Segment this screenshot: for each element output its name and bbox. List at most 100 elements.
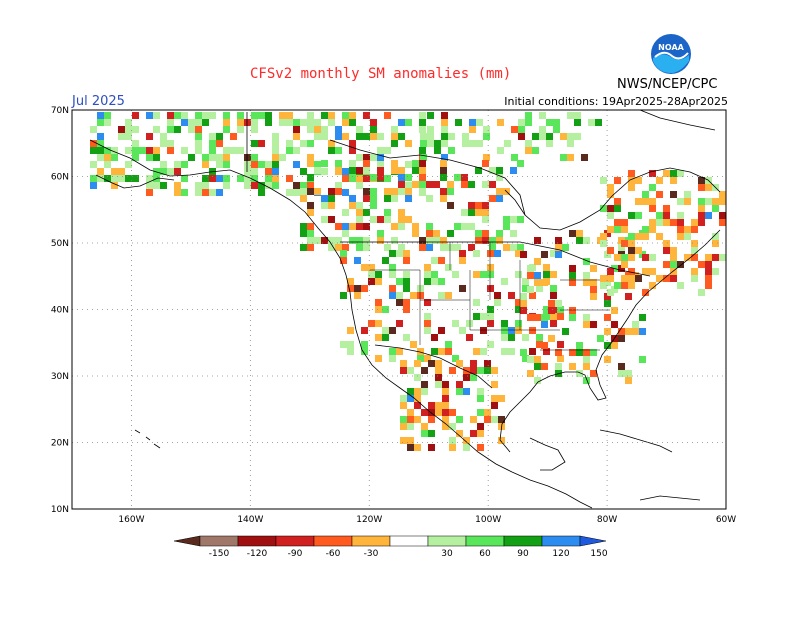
anomaly-cell	[518, 119, 525, 126]
anomaly-cell	[518, 133, 525, 140]
anomaly-cell	[456, 430, 463, 437]
anomaly-cell	[426, 195, 433, 202]
anomaly-cell	[515, 271, 522, 278]
anomaly-cell	[272, 182, 279, 189]
anomaly-cell	[576, 230, 583, 237]
anomaly-cell	[569, 230, 576, 237]
anomaly-cell	[583, 363, 590, 370]
anomaly-cell	[431, 271, 438, 278]
anomaly-cell	[421, 409, 428, 416]
colorbar-swatch	[503, 535, 543, 547]
anomaly-cell	[440, 160, 447, 167]
anomaly-cell	[230, 147, 237, 154]
anomaly-cell	[604, 230, 611, 237]
anomaly-cell	[508, 327, 515, 334]
anomaly-cell	[405, 119, 412, 126]
anomaly-cell	[473, 250, 480, 257]
anomaly-cell	[449, 423, 456, 430]
anomaly-cell	[510, 230, 517, 237]
anomaly-cell	[419, 126, 426, 133]
anomaly-cell	[510, 167, 517, 174]
anomaly-cell	[90, 161, 97, 168]
anomaly-cell	[195, 119, 202, 126]
anomaly-cell	[635, 275, 642, 282]
anomaly-cell	[534, 363, 541, 370]
anomaly-cell	[639, 328, 646, 335]
anomaly-cell	[391, 195, 398, 202]
anomaly-cell	[677, 198, 684, 205]
anomaly-cell	[677, 219, 684, 226]
anomaly-cell	[607, 247, 614, 254]
anomaly-cell	[293, 189, 300, 196]
state-borders	[370, 242, 610, 351]
anomaly-cell	[698, 184, 705, 191]
anomaly-cell	[97, 147, 104, 154]
anomaly-cell	[442, 381, 449, 388]
colorbar-label: 60	[479, 549, 491, 559]
anomaly-cell	[719, 254, 726, 261]
anomaly-cell	[328, 244, 335, 251]
anomaly-cell	[174, 182, 181, 189]
anomaly-cell	[328, 195, 335, 202]
anomaly-cell	[511, 126, 518, 133]
anomaly-cell	[377, 147, 384, 154]
anomaly-cell	[237, 175, 244, 182]
anomaly-cell	[396, 320, 403, 327]
anomaly-cell	[466, 334, 473, 341]
anomaly-cell	[449, 437, 456, 444]
anomaly-cell	[195, 147, 202, 154]
anomaly-cell	[677, 261, 684, 268]
anomaly-cell	[146, 112, 153, 119]
anomaly-cell	[384, 188, 391, 195]
anomaly-cell	[300, 230, 307, 237]
anomaly-cell	[468, 181, 475, 188]
anomaly-cell	[356, 182, 363, 189]
anomaly-cell	[482, 216, 489, 223]
anomaly-cell	[534, 314, 541, 321]
colorbar-swatch	[313, 535, 353, 547]
anomaly-cell	[441, 140, 448, 147]
anomaly-cell	[590, 321, 597, 328]
anomaly-cell	[489, 244, 496, 251]
lat-label: 40N	[51, 306, 69, 316]
anomaly-cell	[400, 360, 407, 367]
lat-label: 20N	[51, 439, 69, 449]
anomaly-cell	[442, 409, 449, 416]
anomaly-cell	[503, 216, 510, 223]
anomaly-cell	[520, 307, 527, 314]
anomaly-cell	[424, 320, 431, 327]
anomaly-cell	[712, 240, 719, 247]
anomaly-cell	[167, 126, 174, 133]
anomaly-cell	[501, 320, 508, 327]
anomaly-cell	[216, 189, 223, 196]
anomaly-cell	[209, 112, 216, 119]
anomaly-cell	[335, 160, 342, 167]
anomaly-cell	[497, 119, 504, 126]
anomaly-cell	[407, 367, 414, 374]
map-frame	[71, 109, 727, 510]
anomaly-cell	[384, 244, 391, 251]
anomaly-cell	[111, 147, 118, 154]
anomaly-cell	[604, 342, 611, 349]
anomaly-cell	[223, 147, 230, 154]
anomaly-cell	[574, 119, 581, 126]
anomaly-cell	[454, 223, 461, 230]
anomaly-cell	[625, 328, 632, 335]
anomaly-cell	[632, 328, 639, 335]
anomaly-cell	[328, 147, 335, 154]
anomaly-cell	[347, 348, 354, 355]
anomaly-cell	[125, 175, 132, 182]
anomaly-cell	[202, 119, 209, 126]
anomaly-cell	[398, 167, 405, 174]
anomaly-cell	[649, 268, 656, 275]
anomaly-cell	[614, 198, 621, 205]
anomaly-cell	[363, 167, 370, 174]
anomaly-cell	[487, 320, 494, 327]
anomaly-cell	[435, 402, 442, 409]
anomaly-cell	[649, 282, 656, 289]
anomaly-cell	[414, 388, 421, 395]
anomaly-cell	[307, 140, 314, 147]
anomaly-cell	[576, 349, 583, 356]
anomaly-cell	[342, 175, 349, 182]
anomaly-cell	[419, 147, 426, 154]
